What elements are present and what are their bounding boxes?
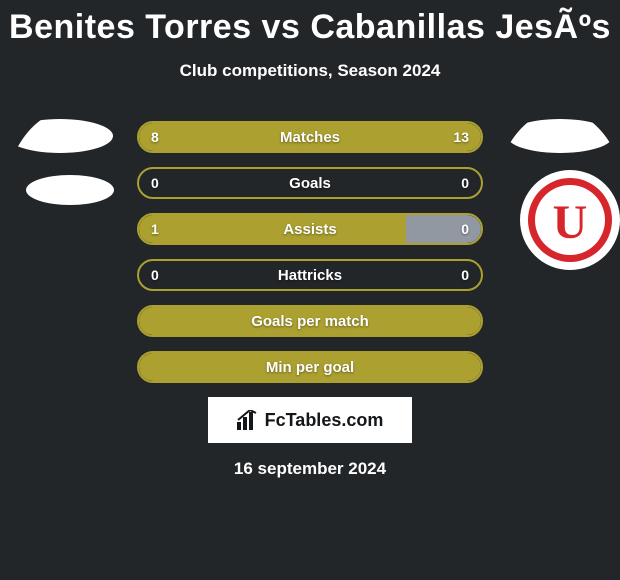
stat-label: Goals per match: [139, 307, 481, 335]
page-title: Benites Torres vs Cabanillas JesÃºs: [0, 0, 620, 47]
stat-label: Matches: [139, 123, 481, 151]
left-player-logo: [0, 110, 140, 330]
stat-row: 10Assists: [137, 213, 483, 245]
left-ellipse-2: [26, 175, 114, 205]
stat-row: 813Matches: [137, 121, 483, 153]
stat-label: Hattricks: [139, 261, 481, 289]
watermark: FcTables.com: [208, 397, 412, 443]
stat-row: Goals per match: [137, 305, 483, 337]
subtitle: Club competitions, Season 2024: [0, 61, 620, 81]
chart-icon: [237, 410, 259, 430]
club-badge: U: [520, 170, 620, 270]
stats-area: 813Matches 00Goals 10Assists 00Hattricks Goa…: [137, 121, 483, 383]
club-badge-letter: U: [553, 196, 588, 249]
stat-label: Goals: [139, 169, 481, 197]
stat-label: Min per goal: [139, 353, 481, 381]
right-player-logo: U: [490, 110, 620, 330]
date-text: 16 september 2024: [0, 459, 620, 479]
right-ellipse: [507, 119, 613, 153]
watermark-text: FcTables.com: [265, 410, 384, 431]
left-ellipse-1: [7, 119, 113, 153]
stat-row: Min per goal: [137, 351, 483, 383]
stat-row: 00Goals: [137, 167, 483, 199]
stat-label: Assists: [139, 215, 481, 243]
stat-row: 00Hattricks: [137, 259, 483, 291]
